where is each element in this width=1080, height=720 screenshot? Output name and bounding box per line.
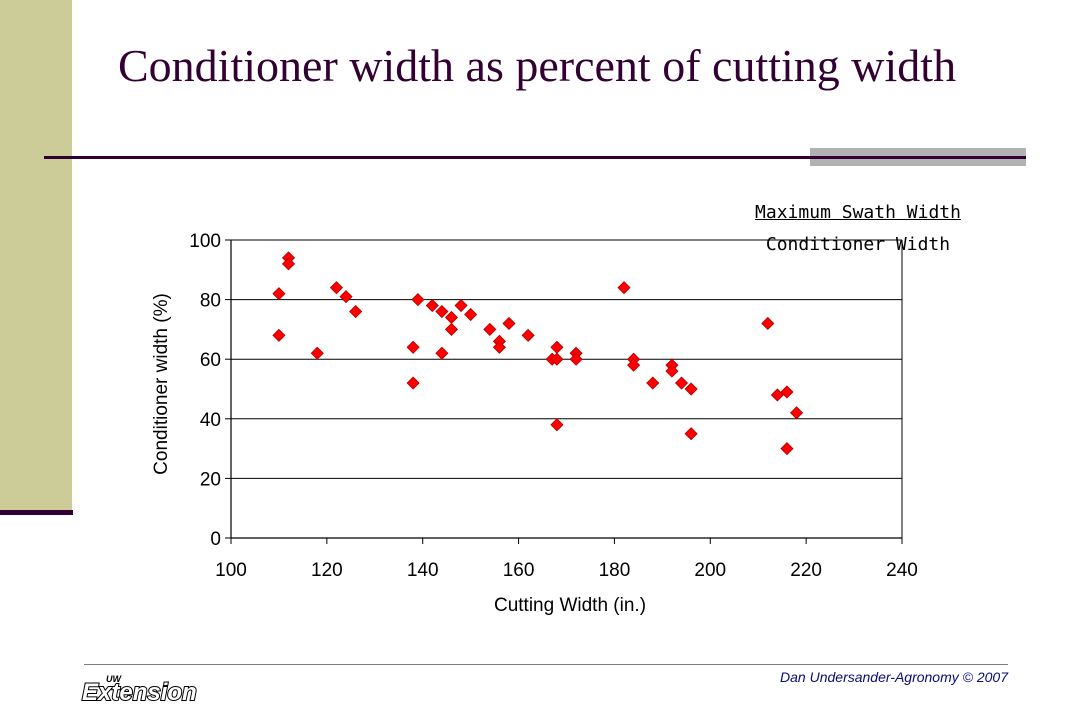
x-tick-label: 100 [215,560,247,581]
y-tick-label: 60 [200,350,221,371]
x-tick-label: 220 [790,560,822,581]
y-tick-label: 20 [200,469,221,490]
data-point [444,310,459,325]
data-point [617,281,631,295]
data-point [789,406,804,420]
data-point [483,322,497,336]
x-tick-label: 160 [503,560,535,581]
data-point [761,316,775,331]
data-point [310,346,324,360]
slide-title: Conditioner width as percent of cutting … [118,40,957,91]
data-point [464,307,478,322]
y-tick-label: 0 [210,529,221,550]
grid-lines [231,239,902,479]
footer-rule [84,664,1008,665]
data-point [646,376,660,390]
data-point [684,382,698,396]
data-point [435,346,449,360]
x-tick-label: 140 [407,560,439,581]
uw-extension-logo: UW Extension [81,674,198,707]
data-point [569,352,583,366]
y-tick-label: 40 [200,410,221,431]
data-point [272,328,286,342]
data-point [435,304,449,319]
y-tick-label: 100 [189,231,221,252]
tick-labels: 0 20 40 60 80 100 100 120 140 160 180 200 220 240 [189,231,918,581]
logo-uw-text: UW [106,674,122,684]
y-tick-label: 80 [200,291,221,312]
data-point [329,281,344,295]
data-point [339,290,353,304]
data-point [411,293,425,307]
data-point [674,376,689,390]
x-tick-label: 200 [694,560,726,581]
data-point [550,418,564,432]
data-point [521,328,535,342]
data-point [770,388,784,402]
x-axis-label: Cutting Width (in.) [494,595,646,616]
data-point [627,358,641,372]
data-point [281,257,296,271]
x-tick-label: 120 [311,560,343,581]
x-tick-label: 240 [886,560,918,581]
data-point [444,322,459,336]
legend-numerator: Maximum Swath Width [755,202,961,223]
data-point [425,298,439,313]
data-point [349,304,363,319]
data-point [406,340,420,354]
x-tick-label: 180 [599,560,631,581]
data-point [665,364,679,378]
data-points [272,251,804,456]
data-point [684,427,698,441]
data-point [492,340,506,354]
data-point [550,340,564,354]
data-point [550,352,564,366]
data-point [272,287,286,301]
data-point [502,316,516,331]
side-accent-base-line [0,510,73,515]
axes [225,239,903,544]
data-point [406,376,420,390]
y-axis-label: Conditioner width (%) [151,293,172,475]
legend-annotation: Maximum Swath Width Conditioner Width [708,198,1008,262]
title-rule [44,156,1026,159]
footer-credit: Dan Undersander-Agronomy © 2007 [780,669,1008,685]
side-accent-bar [0,0,72,510]
data-point [780,442,794,456]
data-point [780,385,794,399]
data-point [454,298,468,313]
legend-denominator: Conditioner Width [765,234,951,255]
logo-extension-text: Extension [82,679,197,706]
